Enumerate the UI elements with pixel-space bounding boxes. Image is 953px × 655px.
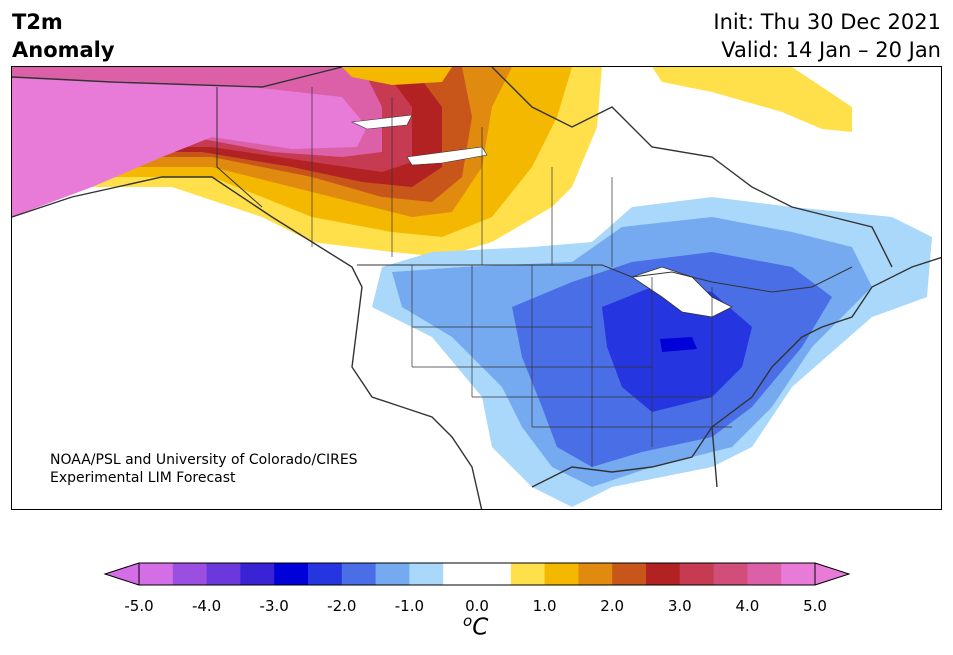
- warm-anomaly-core: [12, 77, 367, 217]
- state-lines: [411, 265, 732, 467]
- coastline-west: [12, 176, 483, 509]
- colorbar-right-arrow: [815, 563, 849, 585]
- colorbar-cell: [139, 563, 174, 585]
- colorbar-tick-label: 4.0: [735, 597, 760, 615]
- colorbar-tick-label: 3.0: [667, 597, 692, 615]
- unit-degree: o: [463, 612, 473, 630]
- alaska-border: [216, 87, 263, 208]
- colorbar-cell: [578, 563, 613, 585]
- colorbar-tick-label: -3.0: [259, 597, 289, 615]
- warm-anomaly-greenland: [652, 67, 852, 132]
- colorbar-frame: [138, 562, 816, 586]
- colorbar-cell: [206, 563, 241, 585]
- init-date: Init: Thu 30 Dec 2021: [713, 10, 941, 34]
- colorbar-cell: [409, 563, 444, 585]
- colorbar-tick-label: 2.0: [600, 597, 625, 615]
- colorbar-tick-label: -4.0: [191, 597, 222, 615]
- anomaly-map: NOAA/PSL and University of Colorado/CIRE…: [11, 66, 942, 510]
- credit-line-2: Experimental LIM Forecast: [50, 470, 236, 486]
- colorbar-tick-label: 1.0: [532, 597, 557, 615]
- province-lines: [311, 87, 613, 267]
- colorbar-tick-label: 5.0: [803, 597, 827, 615]
- map-canvas: [12, 67, 941, 509]
- coastline-east: [711, 256, 941, 428]
- coastline-north: [12, 67, 893, 268]
- unit-letter: C: [472, 614, 489, 641]
- colorbar-cell: [612, 563, 647, 585]
- colorbar-cell: [510, 563, 546, 585]
- colorbar-cell: [679, 563, 715, 585]
- colorbar-cell: [477, 563, 512, 585]
- colorbar-cell: [646, 563, 681, 585]
- us-canada-border: [357, 264, 853, 293]
- credit-line-1: NOAA/PSL and University of Colorado/CIRE…: [50, 452, 358, 468]
- colorbar-left-outline: [103, 562, 140, 586]
- colorbar-cell: [308, 563, 343, 585]
- colorbar-cell: [274, 563, 309, 585]
- colorbar-right-outline: [814, 562, 851, 586]
- colorbar-unit: oC: [463, 612, 488, 641]
- colorbar-tick-label: -2.0: [327, 597, 357, 615]
- forecast-dates: Init: Thu 30 Dec 2021 Valid: 14 Jan – 20…: [713, 8, 941, 64]
- warm-anomaly-arctic: [342, 67, 452, 85]
- title-line-2: Anomaly: [12, 38, 115, 62]
- colorbar-cell: [240, 563, 275, 585]
- colorbar-cell: [443, 563, 478, 585]
- colorbar: [103, 562, 851, 586]
- colorbar-cell: [375, 563, 410, 585]
- great-lakes: [631, 266, 733, 318]
- cold-anomaly-core: [660, 337, 697, 352]
- credit-text: NOAA/PSL and University of Colorado/CIRE…: [50, 451, 358, 487]
- colorbar-tick-label: -5.0: [124, 597, 154, 615]
- colorbar-cell: [713, 563, 748, 585]
- great-slave-lake: [406, 146, 488, 166]
- colorbar-tick-label: 0.0: [465, 597, 489, 615]
- colorbar-cell: [747, 563, 782, 585]
- title-line-1: T2m: [12, 10, 63, 34]
- colorbar-cell: [544, 563, 579, 585]
- colorbar-cell: [172, 563, 208, 585]
- colorbar-cell: [781, 563, 816, 585]
- map-title: T2m Anomaly: [12, 8, 115, 64]
- colorbar-tick-label: -1.0: [394, 597, 425, 615]
- colorbar-cells: [139, 563, 816, 585]
- colorbar-left-arrow: [105, 563, 139, 585]
- valid-date: Valid: 14 Jan – 20 Jan: [721, 38, 941, 62]
- colorbar-cell: [341, 563, 377, 585]
